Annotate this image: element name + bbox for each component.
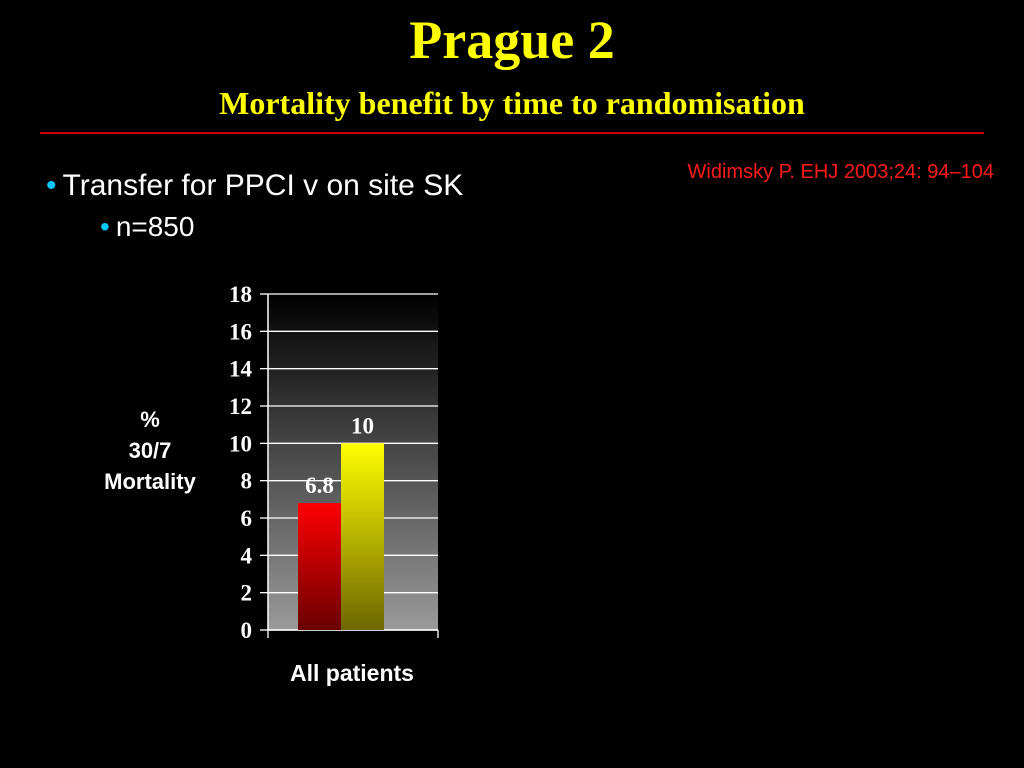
- bar-data-label: 6.8: [305, 473, 334, 498]
- bar-data-label: 10: [351, 413, 374, 438]
- slide-title: Prague 2: [409, 10, 615, 70]
- y-tick-label: 10: [229, 431, 252, 456]
- y-tick-label: 6: [241, 506, 253, 531]
- y-axis-label: % 30/7 Mortality: [80, 404, 220, 497]
- y-axis-label-line: Mortality: [104, 469, 196, 494]
- y-tick-label: 8: [241, 469, 253, 494]
- y-axis-label-line: 30/7: [128, 438, 172, 463]
- bullet-dot-icon: •: [100, 211, 110, 242]
- y-tick-label: 4: [241, 543, 253, 568]
- title-divider: [40, 132, 984, 134]
- sub-bullet-text: n=850: [115, 211, 195, 242]
- citation: Widimsky P. EHJ 2003;24: 94–104: [687, 161, 994, 183]
- bar: [341, 443, 384, 630]
- sub-bullet-item: • n=850: [100, 210, 194, 244]
- bar: [298, 503, 341, 630]
- bullet-dot-icon: •: [46, 169, 57, 202]
- y-tick-label: 0: [241, 618, 253, 643]
- y-axis-label-line: %: [140, 407, 160, 432]
- x-category-label: All patients: [290, 660, 414, 686]
- bullet-item: • Transfer for PPCI v on site SK: [46, 168, 463, 204]
- y-tick-label: 18: [229, 282, 252, 307]
- y-tick-label: 12: [229, 394, 252, 419]
- bullet-text: Transfer for PPCI v on site SK: [62, 169, 464, 202]
- y-tick-label: 2: [241, 581, 253, 606]
- slide-subtitle: Mortality benefit by time to randomisati…: [219, 85, 805, 121]
- y-tick-label: 16: [229, 319, 252, 344]
- y-tick-label: 14: [229, 357, 253, 382]
